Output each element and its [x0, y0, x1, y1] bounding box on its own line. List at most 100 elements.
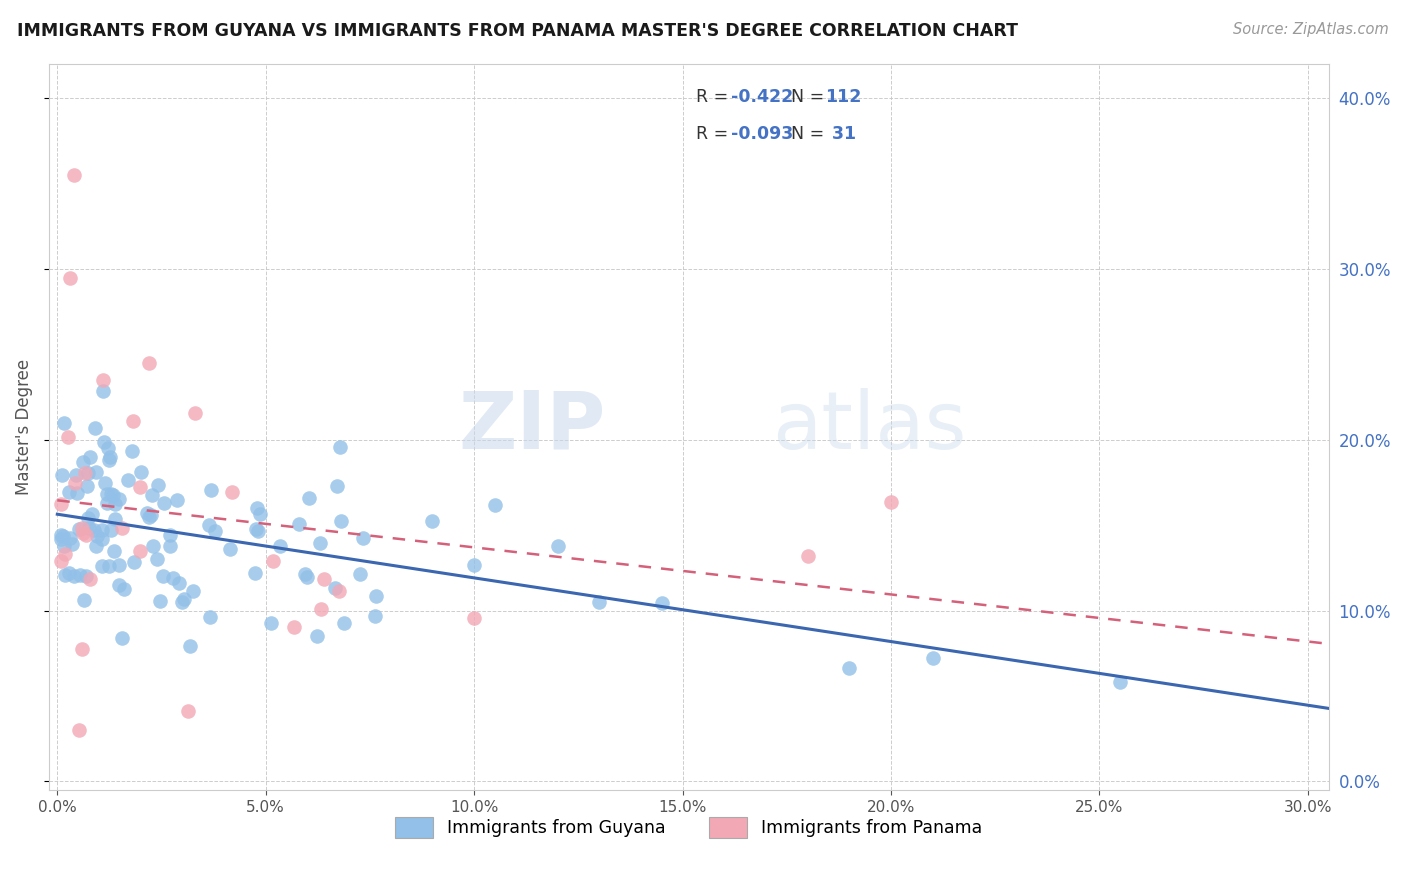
Point: [58, 430, 80, 444]
Point: [249, 507, 271, 521]
Point: [63, 568, 86, 582]
Point: [77, 521, 100, 535]
Point: [101, 488, 124, 502]
Point: [72, 525, 94, 540]
Point: [204, 524, 226, 539]
Point: [51, 554, 73, 568]
Point: [63, 475, 86, 490]
Text: Source: ZipAtlas.com: Source: ZipAtlas.com: [1233, 22, 1389, 37]
Point: [309, 602, 332, 616]
Point: [59, 270, 82, 285]
Point: [82, 507, 104, 521]
Point: [921, 651, 943, 665]
Point: [243, 566, 266, 581]
Point: [117, 473, 139, 487]
Point: [83, 523, 105, 537]
Point: [72, 455, 94, 469]
Point: [91, 384, 114, 398]
Point: [326, 479, 349, 493]
Point: [98, 450, 121, 464]
Point: [269, 539, 291, 553]
Point: [53, 547, 76, 561]
Point: [70, 642, 93, 657]
Point: [58, 485, 80, 500]
Point: [146, 477, 169, 491]
Point: [58, 532, 80, 546]
Point: [129, 480, 152, 494]
Text: atlas: atlas: [772, 388, 966, 466]
Point: [138, 356, 160, 370]
Point: [63, 168, 86, 182]
Point: [547, 539, 569, 553]
Point: [69, 567, 91, 582]
Point: [170, 595, 193, 609]
Point: [91, 532, 114, 546]
Point: [1109, 674, 1132, 689]
Text: IMMIGRANTS FROM GUYANA VS IMMIGRANTS FROM PANAMA MASTER'S DEGREE CORRELATION CHA: IMMIGRANTS FROM GUYANA VS IMMIGRANTS FRO…: [17, 22, 1018, 40]
Point: [364, 608, 387, 623]
Point: [422, 515, 444, 529]
Point: [94, 475, 117, 490]
Point: [112, 582, 135, 596]
Point: [181, 583, 204, 598]
Text: 112: 112: [825, 87, 862, 106]
Point: [84, 421, 107, 435]
Point: [463, 558, 485, 573]
Point: [66, 486, 89, 500]
Point: [86, 529, 108, 543]
Point: [329, 440, 352, 454]
Point: [90, 523, 112, 537]
Point: [55, 567, 77, 582]
Point: [75, 528, 97, 542]
Point: [153, 496, 176, 510]
Text: R =: R =: [696, 125, 734, 143]
Point: [297, 570, 319, 584]
Point: [138, 510, 160, 524]
Point: [349, 566, 371, 581]
Point: [121, 414, 143, 428]
Point: [121, 443, 143, 458]
Point: [221, 485, 243, 500]
Point: [52, 539, 75, 553]
Point: [352, 532, 374, 546]
Point: [91, 373, 114, 387]
Point: [333, 615, 356, 630]
Text: N =: N =: [792, 125, 830, 143]
Point: [484, 498, 506, 512]
Point: [328, 584, 350, 599]
Text: 31: 31: [827, 125, 856, 143]
Point: [76, 478, 98, 492]
Point: [51, 532, 73, 546]
Point: [145, 552, 167, 566]
Point: [200, 483, 222, 498]
Point: [58, 566, 80, 580]
Point: [52, 529, 75, 543]
Point: [67, 723, 90, 737]
Point: [463, 610, 485, 624]
Point: [84, 539, 107, 553]
Point: [169, 576, 191, 591]
Point: [72, 521, 94, 535]
Point: [305, 629, 328, 643]
Point: [796, 549, 818, 564]
Point: [219, 541, 242, 556]
Point: [173, 592, 195, 607]
Point: [96, 496, 118, 510]
Text: R =: R =: [696, 87, 734, 106]
Point: [159, 539, 181, 553]
Point: [329, 514, 352, 528]
Point: [79, 450, 101, 464]
Point: [75, 568, 97, 582]
Point: [364, 589, 387, 603]
Point: [52, 416, 75, 430]
Point: [139, 508, 162, 523]
Point: [166, 492, 188, 507]
Point: [325, 582, 347, 596]
Point: [100, 523, 122, 537]
Point: [198, 518, 221, 533]
Point: [60, 536, 83, 550]
Text: -0.422: -0.422: [731, 87, 793, 106]
Point: [135, 506, 157, 520]
Point: [159, 528, 181, 542]
Point: [288, 517, 311, 532]
